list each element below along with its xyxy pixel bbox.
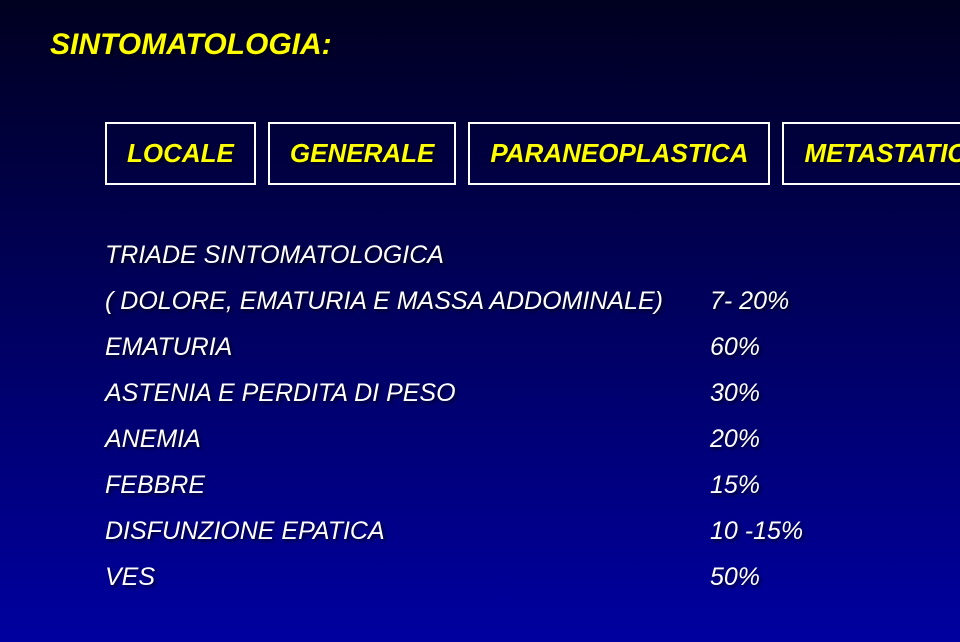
symptom-list: TRIADE SINTOMATOLOGICA ( DOLORE, EMATURI… bbox=[105, 240, 870, 592]
box-paraneoplastica: PARANEOPLASTICA bbox=[468, 122, 770, 185]
symptom-label: DISFUNZIONE EPATICA bbox=[105, 516, 710, 546]
symptom-value: 50% bbox=[710, 562, 870, 592]
list-item: VES 50% bbox=[105, 562, 870, 592]
slide: SINTOMATOLOGIA: LOCALE GENERALE PARANEOP… bbox=[0, 0, 960, 642]
symptom-label: ASTENIA E PERDITA DI PESO bbox=[105, 378, 710, 408]
category-boxes-row: LOCALE GENERALE PARANEOPLASTICA METASTAT… bbox=[105, 122, 910, 185]
list-item: TRIADE SINTOMATOLOGICA bbox=[105, 240, 870, 270]
box-generale: GENERALE bbox=[268, 122, 456, 185]
list-item: ASTENIA E PERDITA DI PESO 30% bbox=[105, 378, 870, 408]
symptom-value: 7- 20% bbox=[710, 286, 870, 316]
box-metastatica: METASTATICA bbox=[782, 122, 960, 185]
symptom-label: FEBBRE bbox=[105, 470, 710, 500]
symptom-label: ( DOLORE, EMATURIA E MASSA ADDOMINALE) bbox=[105, 286, 710, 316]
list-item: ( DOLORE, EMATURIA E MASSA ADDOMINALE) 7… bbox=[105, 286, 870, 316]
symptom-label: VES bbox=[105, 562, 710, 592]
symptom-label: TRIADE SINTOMATOLOGICA bbox=[105, 240, 710, 270]
symptom-label: EMATURIA bbox=[105, 332, 710, 362]
symptom-value: 15% bbox=[710, 470, 870, 500]
symptom-value bbox=[710, 240, 870, 270]
slide-title: SINTOMATOLOGIA: bbox=[50, 28, 910, 62]
symptom-value: 10 -15% bbox=[710, 516, 870, 546]
symptom-label: ANEMIA bbox=[105, 424, 710, 454]
list-item: ANEMIA 20% bbox=[105, 424, 870, 454]
box-locale: LOCALE bbox=[105, 122, 256, 185]
list-item: FEBBRE 15% bbox=[105, 470, 870, 500]
list-item: EMATURIA 60% bbox=[105, 332, 870, 362]
list-item: DISFUNZIONE EPATICA 10 -15% bbox=[105, 516, 870, 546]
symptom-value: 20% bbox=[710, 424, 870, 454]
symptom-value: 30% bbox=[710, 378, 870, 408]
symptom-value: 60% bbox=[710, 332, 870, 362]
